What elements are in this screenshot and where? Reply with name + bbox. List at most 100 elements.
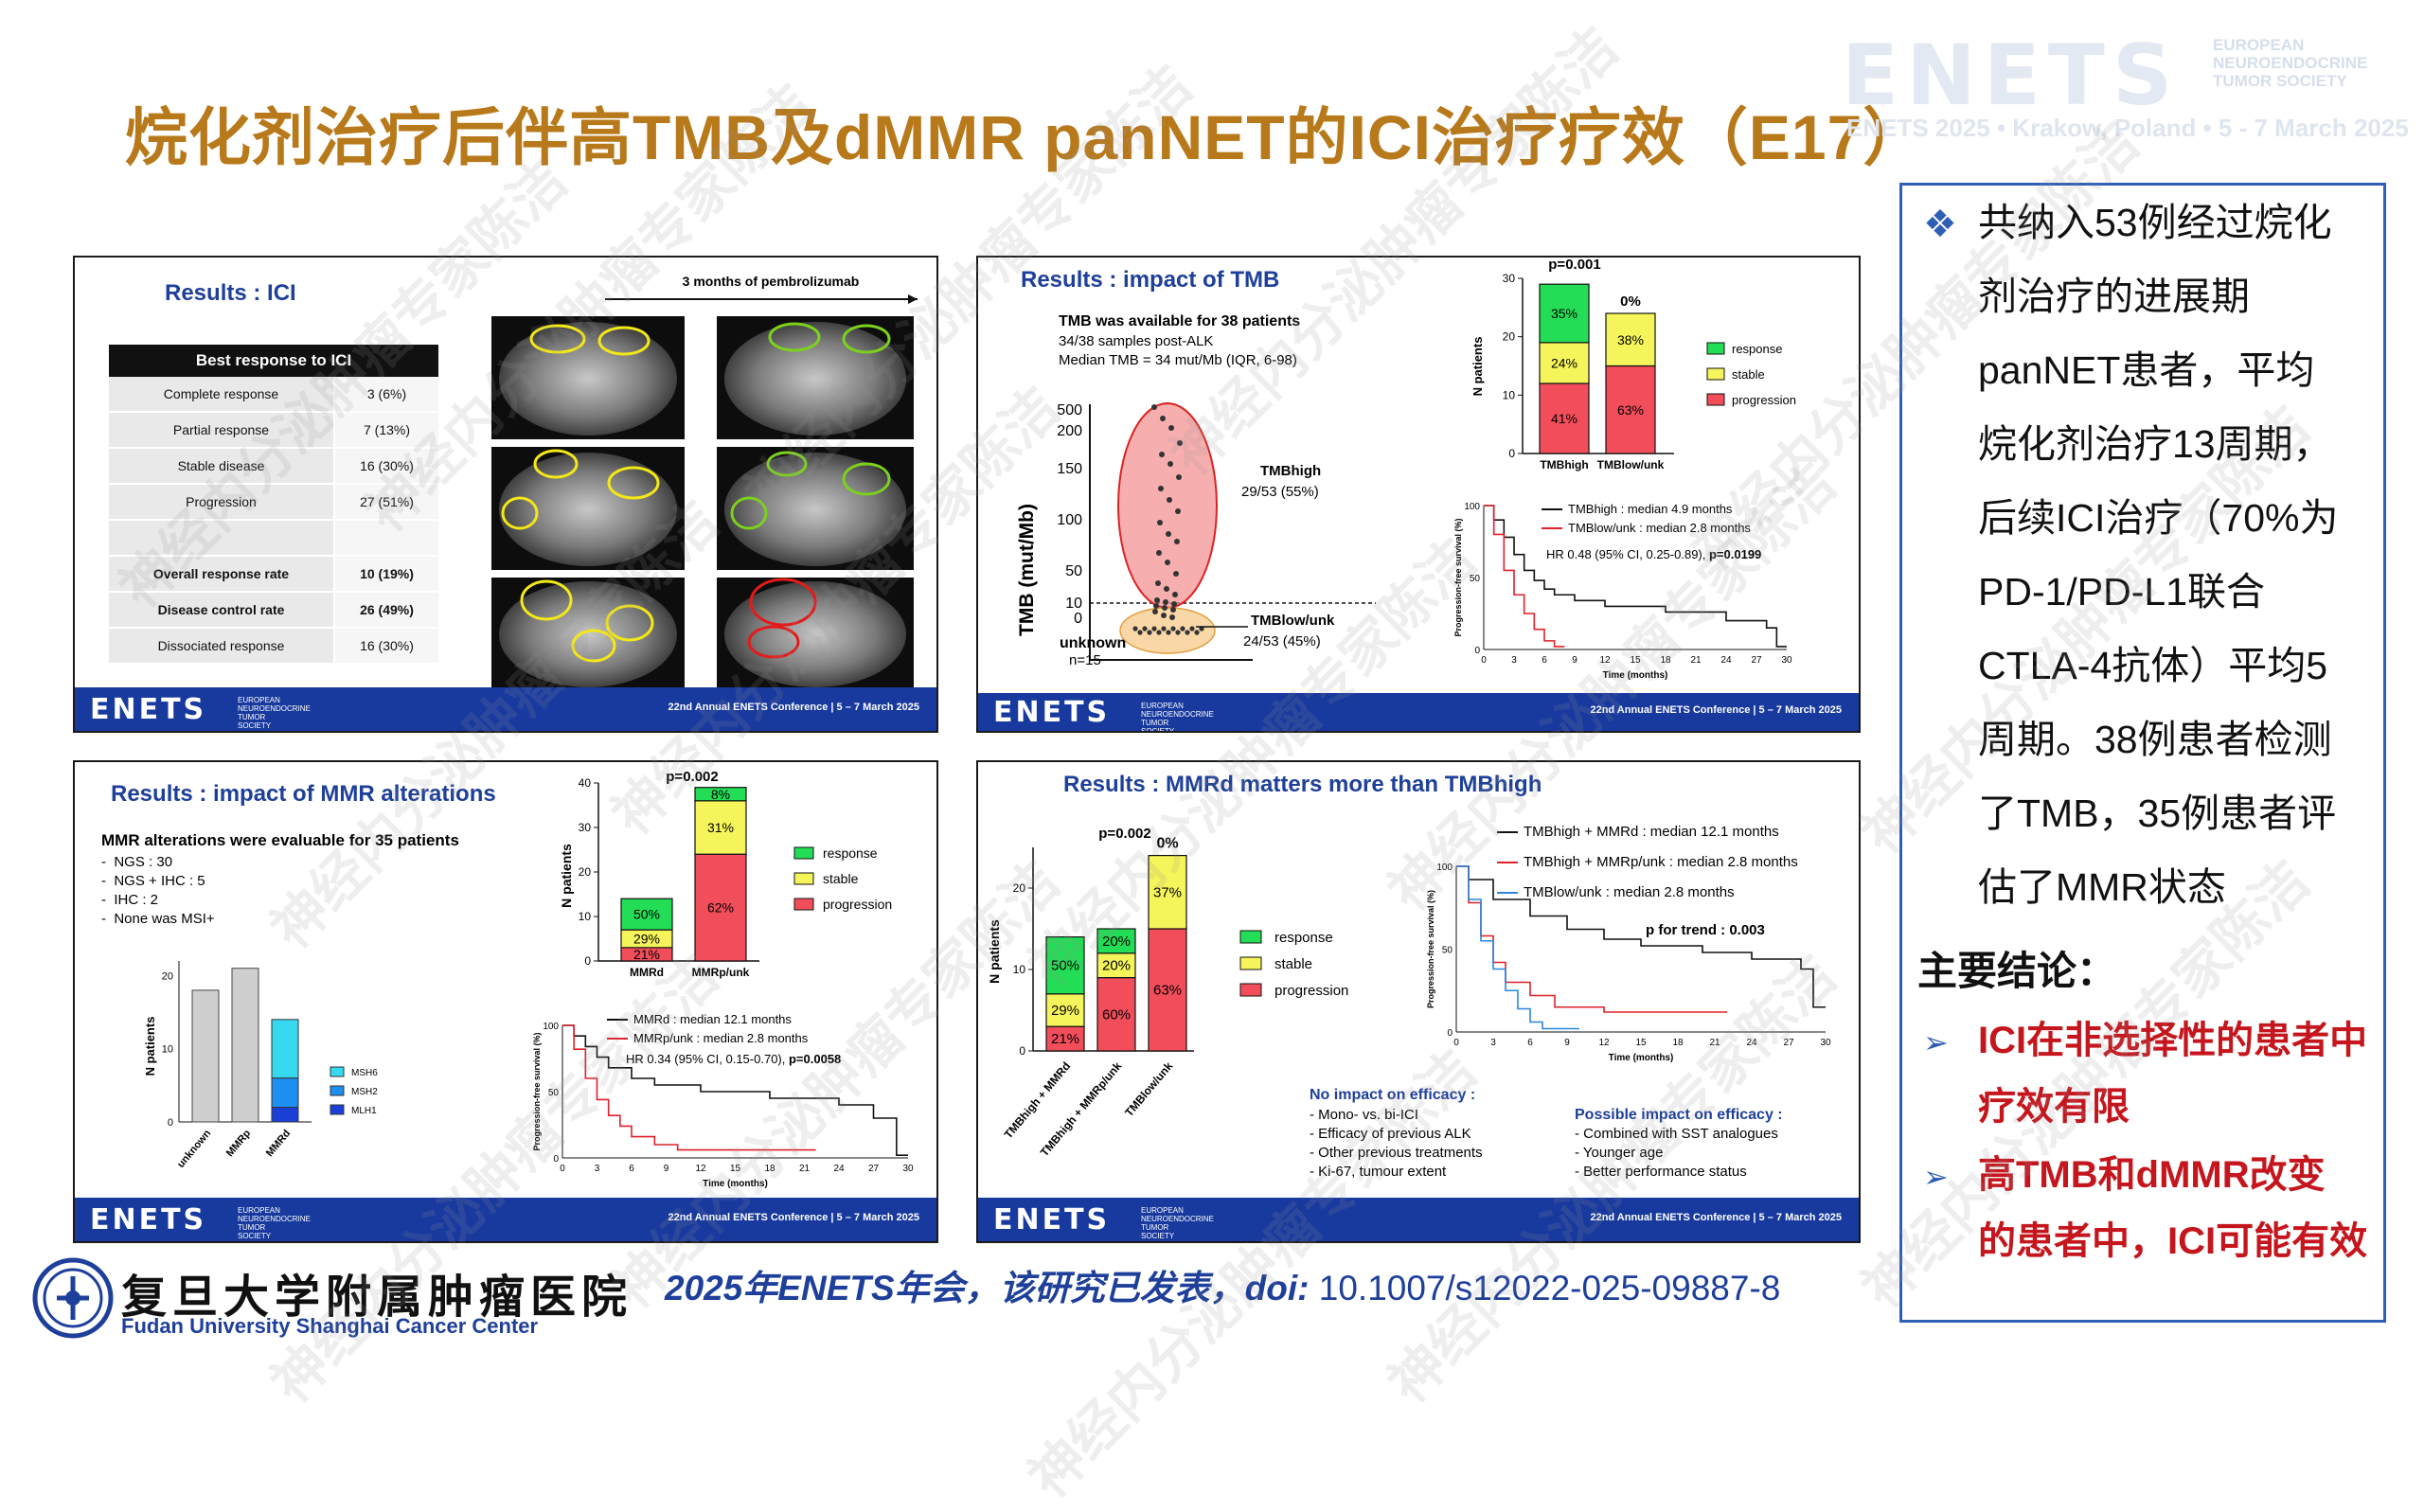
conclusion-2: 高TMB和dMMR改变 的患者中，ICI可能有效 bbox=[1978, 1154, 2368, 1262]
km-x-label: Time (months) bbox=[1603, 670, 1668, 681]
km-hr: HR 0.48 (95% CI, 0.25-0.89), p=0.0199 bbox=[1546, 547, 1761, 561]
svg-text:progression: progression bbox=[823, 897, 892, 912]
svg-text:p=0.002: p=0.002 bbox=[666, 769, 718, 785]
tmb-point bbox=[1176, 474, 1182, 480]
tmb-point bbox=[1152, 609, 1158, 614]
bar-category-label: TMBhigh bbox=[1540, 458, 1588, 471]
tmb-point bbox=[1166, 531, 1171, 537]
km-x-tick: 24 bbox=[1746, 1038, 1757, 1048]
panel-footer: ENETS EUROPEAN NEUROENDOCRINE TUMOR SOCI… bbox=[978, 693, 1859, 731]
tmb-point bbox=[1165, 560, 1170, 565]
panel-footer: ENETS EUROPEAN NEUROENDOCRINE TUMOR SOCI… bbox=[75, 1198, 936, 1241]
km-x-tick: 0 bbox=[560, 1164, 565, 1174]
svg-text:unknown: unknown bbox=[1060, 635, 1126, 651]
km-curve bbox=[562, 1024, 816, 1151]
bar-segment-label: 41% bbox=[1551, 411, 1577, 426]
bar-segment-label: 20% bbox=[1102, 934, 1131, 950]
tmb-point bbox=[1158, 486, 1164, 491]
table-row: Partial response 7 (13%) bbox=[109, 412, 438, 449]
km-x-tick: 18 bbox=[1672, 1038, 1684, 1048]
small-bar-label: unknown bbox=[175, 1128, 213, 1170]
tmb-point bbox=[1175, 508, 1181, 514]
svg-text:response: response bbox=[1274, 930, 1333, 946]
km-x-tick: 21 bbox=[1690, 655, 1702, 666]
km-x-tick: 27 bbox=[1783, 1038, 1794, 1048]
ct-scans bbox=[491, 316, 914, 689]
bar-segment-label: 50% bbox=[633, 907, 660, 922]
tmb-point bbox=[1156, 550, 1162, 556]
conclusion-1: ICI在非选择性的患者中 疗效有限 bbox=[1978, 1020, 2368, 1128]
km-legend-label: MMRp/unk : median 2.8 months bbox=[633, 1031, 809, 1045]
bar-y-tick: 20 bbox=[1013, 881, 1026, 895]
svg-text:N patients: N patients bbox=[143, 1017, 157, 1076]
km-x-label: Time (months) bbox=[703, 1179, 768, 1189]
bar-segment-progression bbox=[1539, 382, 1590, 454]
tmb-point bbox=[1159, 452, 1165, 457]
km-legend-label: TMBhigh + MMRp/unk : median 2.8 months bbox=[1524, 854, 1798, 870]
km-x-tick: 9 bbox=[664, 1164, 669, 1174]
lesion-markers bbox=[501, 322, 891, 663]
bar-segment-progression bbox=[694, 853, 747, 962]
bar-segment-progression bbox=[1605, 365, 1656, 454]
possible-impact-item: - Combined with SST analogues bbox=[1575, 1126, 1778, 1142]
small-legend-label: MLH1 bbox=[351, 1106, 377, 1116]
enets-header-logo: ENETS EUROPEAN NEUROENDOCRINE TUMOR SOCIET… bbox=[1842, 27, 2367, 124]
bar-segment-label: 37% bbox=[1153, 884, 1182, 900]
bar-y-tick: 10 bbox=[1013, 963, 1026, 976]
bar-y-tick: 10 bbox=[579, 910, 592, 923]
svg-text:0: 0 bbox=[1074, 611, 1082, 627]
km-y-tick: 50 bbox=[1442, 946, 1453, 956]
ct-scan-figure: 3 months of pembrolizumab bbox=[491, 274, 918, 689]
tmb-point bbox=[1154, 597, 1160, 603]
table-header: Best response to ICI bbox=[109, 345, 438, 377]
tmb-point bbox=[1163, 599, 1168, 605]
km-y-tick: 0 bbox=[1474, 646, 1480, 656]
tmb-point bbox=[1173, 571, 1179, 577]
km-x-tick: 6 bbox=[1527, 1038, 1533, 1048]
no-impact-item: - Other previous treatments bbox=[1310, 1145, 1483, 1161]
bar-segment-label: 21% bbox=[1051, 1031, 1079, 1047]
tmb-point bbox=[1132, 626, 1138, 631]
possible-impact-item: - Younger age bbox=[1575, 1145, 1663, 1161]
no-impact-item: - Mono- vs. bi-ICI bbox=[1310, 1107, 1418, 1123]
no-impact-item: - Efficacy of previous ALK bbox=[1310, 1126, 1471, 1142]
tmb-point bbox=[1157, 520, 1163, 525]
km-curve bbox=[1484, 505, 1565, 648]
km-x-tick: 15 bbox=[730, 1164, 741, 1174]
bar-category-label: MMRp/unk bbox=[692, 966, 750, 979]
bar-segment-label: 21% bbox=[633, 947, 660, 962]
tmb-point bbox=[1171, 601, 1177, 607]
km-y-tick: 100 bbox=[1436, 863, 1453, 873]
panel-mmrd-tmb: Results : MMRd matters more than TMBhigh… bbox=[976, 760, 1861, 1243]
small-bar-segment bbox=[271, 1107, 299, 1123]
svg-text:100: 100 bbox=[1057, 512, 1082, 528]
mmr-bar-legend: response stable progression bbox=[793, 845, 892, 912]
svg-text:N patients: N patients bbox=[559, 844, 574, 908]
km-y-tick: 0 bbox=[1447, 1028, 1453, 1039]
svg-text:- NGS : 30: - NGS : 30 bbox=[101, 854, 172, 870]
tmb-point bbox=[1161, 613, 1167, 618]
km-x-tick: 0 bbox=[1453, 1038, 1459, 1048]
bar-segment-label: 20% bbox=[1102, 958, 1131, 974]
svg-text:Possible impact on efficacy :: Possible impact on efficacy : bbox=[1575, 1107, 1783, 1123]
tmb-point bbox=[1160, 416, 1166, 421]
bar-top-label: 0% bbox=[1156, 836, 1178, 852]
km-x-tick: 6 bbox=[629, 1164, 634, 1174]
bar-segment-label: 63% bbox=[1617, 402, 1644, 418]
km-x-tick: 21 bbox=[1709, 1038, 1720, 1048]
mmr-km-plot: 0 3 6 9 12 15 18 21 24 27 30 100 50 0 Time (months) Pro… bbox=[532, 1012, 914, 1189]
small-bar-segment bbox=[271, 1019, 299, 1079]
summary-box: ❖ 共纳入53例经过烷化 剂治疗的进展期 panNET患者，平均 烷化剂治疗13周期… bbox=[1899, 183, 2386, 1323]
small-bar-segment bbox=[271, 1077, 299, 1109]
bar-y-tick: 20 bbox=[579, 865, 592, 879]
bar-segment-label: 24% bbox=[1551, 355, 1577, 370]
scan-label: 3 months of pembrolizumab bbox=[683, 274, 860, 289]
tmb-point bbox=[1177, 440, 1183, 446]
tmb-point bbox=[1167, 497, 1172, 503]
km-y-tick: 100 bbox=[543, 1022, 559, 1032]
bar-segment-stable bbox=[1096, 952, 1136, 979]
possible-impact-item: - Better performance status bbox=[1575, 1164, 1747, 1180]
bar-y-tick: 0 bbox=[584, 954, 591, 968]
tmb-point bbox=[1172, 592, 1178, 597]
tmb-point bbox=[1168, 425, 1174, 431]
